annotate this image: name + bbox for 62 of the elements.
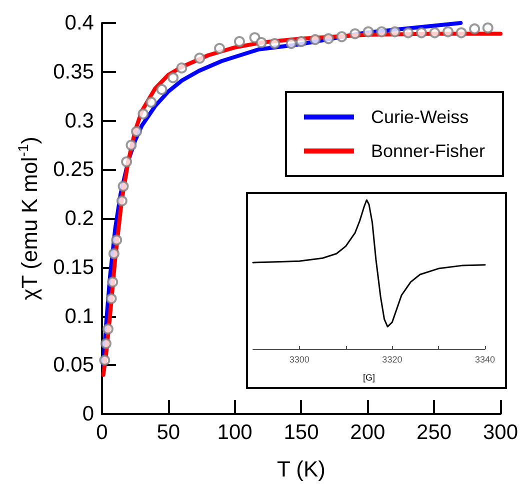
point — [269, 38, 280, 50]
y-tick-label: 0.15 — [53, 256, 94, 279]
point — [256, 37, 267, 48]
x-tick-label: 3340 — [474, 354, 496, 364]
point — [146, 96, 157, 108]
point — [168, 72, 179, 84]
x-axis-title: T (K) — [277, 456, 326, 482]
x-tick-label: 100 — [217, 421, 252, 444]
x-tick-label: 50 — [156, 421, 180, 444]
point — [482, 22, 494, 34]
point — [156, 84, 168, 95]
x-tick-label: 300 — [482, 421, 518, 444]
x-tick-label: 3300 — [289, 354, 310, 364]
point — [336, 31, 348, 42]
point — [350, 28, 361, 40]
point — [402, 27, 414, 38]
x-tick-label: 150 — [284, 421, 319, 444]
y-tick-label: 0.1 — [64, 304, 94, 328]
y-tick-label: 0.2 — [64, 207, 94, 230]
point — [131, 126, 142, 137]
legend-label: Curie-Weiss — [370, 107, 469, 127]
y-tick-label: 0.4 — [64, 12, 94, 34]
x-tick-label: 3320 — [382, 354, 402, 364]
point — [102, 323, 114, 334]
point — [116, 195, 128, 206]
legend-label: Bonner-Fisher — [370, 141, 486, 161]
point — [389, 26, 400, 38]
point — [138, 108, 149, 120]
point — [111, 234, 122, 246]
y-tick-label: 0 — [82, 402, 94, 426]
x-tick-label: 250 — [416, 421, 452, 444]
point — [429, 27, 440, 38]
x-axis-title: [G] — [362, 372, 376, 382]
point — [310, 34, 321, 46]
point — [99, 354, 110, 366]
point — [442, 26, 454, 38]
point — [126, 140, 137, 151]
point — [234, 36, 245, 48]
point — [469, 23, 480, 34]
point — [194, 52, 206, 64]
y-tick-label: 0.35 — [53, 60, 94, 84]
y-axis-title: χT (emu K mol-1) — [16, 136, 42, 300]
point — [322, 33, 334, 44]
y-tick-label: 0.05 — [53, 354, 94, 377]
x-tick-label: 0 — [96, 421, 108, 444]
x-tick-label: 200 — [350, 421, 386, 444]
point — [286, 38, 297, 50]
y-tick-label: 0.3 — [64, 109, 94, 132]
point — [214, 42, 226, 54]
point — [362, 26, 374, 38]
point — [416, 27, 427, 38]
point — [121, 156, 132, 168]
point — [296, 36, 307, 48]
point — [106, 293, 117, 304]
point — [376, 26, 388, 38]
point — [107, 276, 118, 288]
point — [118, 180, 129, 192]
point — [100, 338, 112, 350]
y-tick-label: 0.25 — [53, 158, 94, 182]
point — [456, 27, 467, 38]
point — [108, 248, 120, 260]
point — [176, 62, 188, 74]
